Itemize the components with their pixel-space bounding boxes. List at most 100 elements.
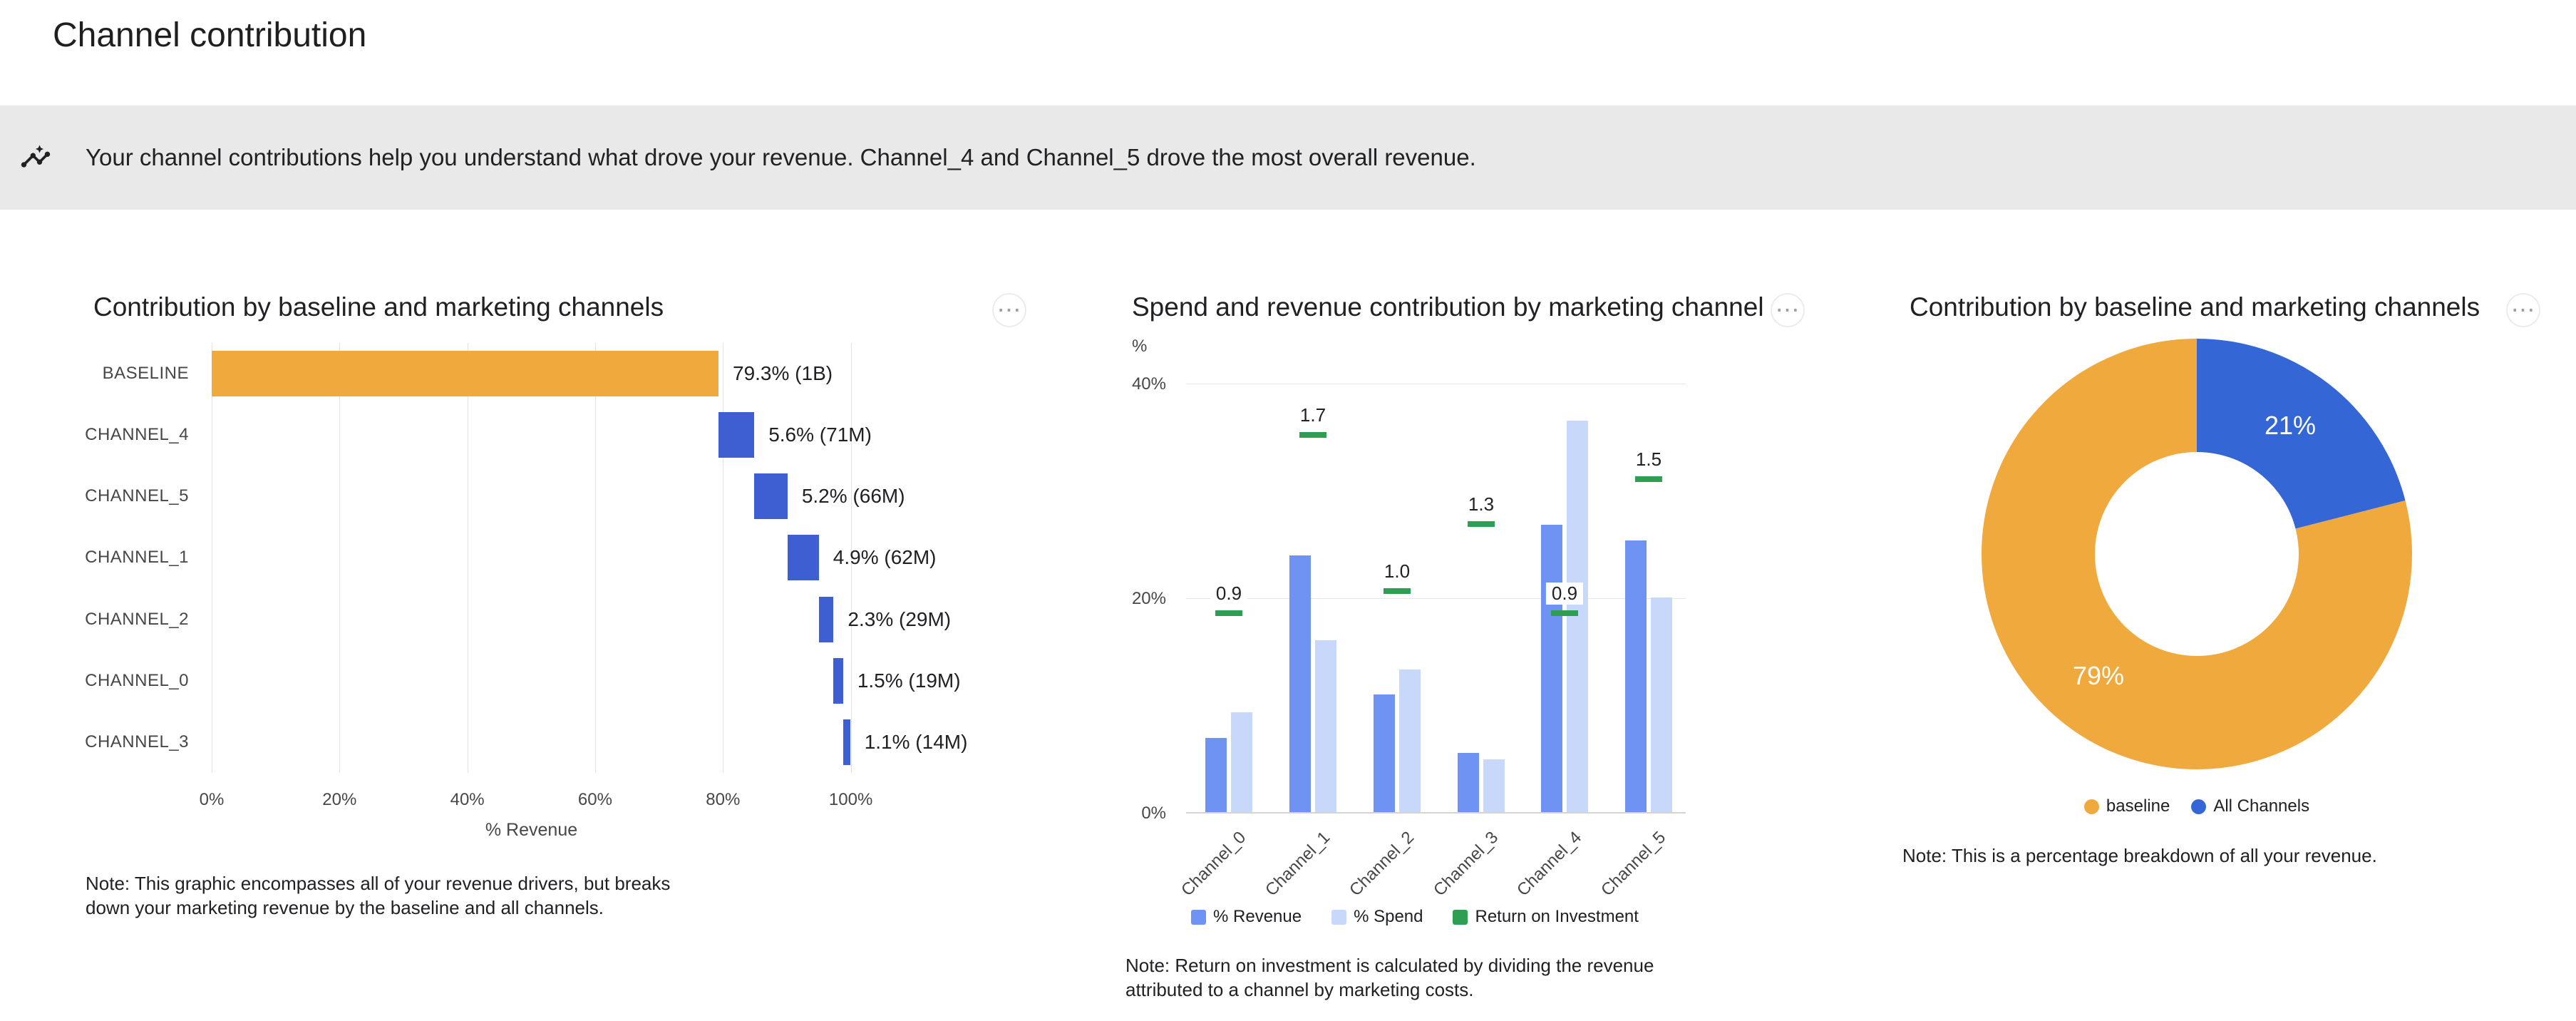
spend-revenue-chart-title: Spend and revenue contribution by market… [1132,292,1764,322]
waterfall-gridline [594,343,596,773]
waterfall-bar-value: 5.2% (66M) [801,485,905,508]
spend-revenue-y-ticks: 0% 20% 40% [1069,374,1176,823]
legend-label: baseline [2106,796,2170,816]
waterfall-bar-channel_4[interactable] [718,412,755,458]
waterfall-plot: 79.3% (1B) 5.6% (71M) 5.2% (66M) 4.9% (62M)… [212,343,967,773]
waterfall-bar-value: 1.5% (19M) [857,669,961,692]
legend-item-spend: % Spend [1331,907,1423,927]
legend-item-revenue: % Revenue [1191,907,1302,927]
spend-revenue-x-axis-line [1186,812,1686,814]
waterfall-row-label: CHANNEL_4 [85,425,189,445]
roi-value-label: 1.3 [1462,493,1500,515]
waterfall-x-tick: 100% [828,790,873,809]
insights-icon [20,141,51,173]
spend-bar-channel_1[interactable] [1315,640,1336,812]
waterfall-x-ticks: 0% 20% 40% 60% 80% 100% [200,790,873,813]
roi-value-label: 1.0 [1378,560,1416,583]
spend-revenue-x-labels: Channel_0 Channel_1 Channel_2 Channel_3 Chan… [1178,814,1686,920]
roi-marker-channel_1[interactable] [1299,431,1326,438]
revenue-bar-channel_2[interactable] [1374,694,1395,812]
waterfall-row-label: CHANNEL_3 [85,732,189,751]
roi-marker-channel_2[interactable] [1384,588,1411,594]
waterfall-row-label: BASELINE [102,364,189,383]
waterfall-bar-value: 1.1% (14M) [864,730,968,753]
revenue-bar-channel_4[interactable] [1541,524,1562,812]
waterfall-note: Note: This graphic encompasses all of yo… [86,873,671,918]
waterfall-x-tick: 80% [706,790,741,809]
roi-marker-channel_3[interactable] [1468,520,1495,527]
spend-revenue-x-tick: Channel_0 [1177,828,1250,901]
waterfall-chart-title: Contribution by baseline and marketing c… [93,292,664,322]
legend-label: Return on Investment [1475,907,1639,926]
waterfall-row-label: CHANNEL_0 [85,670,189,690]
donut-legend-item-all-channels: All Channels [2191,796,2309,816]
spend-revenue-x-tick: Channel_4 [1513,828,1586,901]
legend-label: All Channels [2213,796,2310,816]
spend-bar-channel_5[interactable] [1651,597,1672,812]
roi-marker-channel_5[interactable] [1635,476,1662,483]
spend-revenue-y-tick: 0% [1141,804,1166,823]
waterfall-row-label: CHANNEL_5 [85,486,189,506]
spend-bar-channel_4[interactable] [1567,420,1588,812]
revenue-bar-channel_1[interactable] [1289,555,1311,812]
spend-revenue-x-tick: Channel_5 [1597,828,1670,901]
spend-revenue-x-tick: Channel_3 [1429,828,1503,901]
spend-revenue-note: Note: Return on investment is calculated… [1125,955,1654,1000]
waterfall-bar-channel_0[interactable] [833,657,843,704]
donut-percent-label-all-channels: 21% [2264,411,2317,440]
legend-label: % Revenue [1213,907,1302,926]
waterfall-bar-channel_2[interactable] [818,596,834,642]
revenue-bar-channel_0[interactable] [1205,738,1227,812]
spend-revenue-gridline [1186,598,1686,600]
donut-note: Note: This is a percentage breakdown of … [1902,845,2377,866]
donut-chart [1982,339,2412,769]
waterfall-bar-value: 2.3% (29M) [847,607,952,630]
roi-marker-channel_4[interactable] [1551,610,1578,616]
waterfall-bar-value: 4.9% (62M) [833,546,937,569]
insight-banner-text: Your channel contributions help you unde… [86,144,1476,170]
donut-slice-baseline[interactable] [1982,339,2412,769]
donut-legend: baseline All Channels [1982,796,2412,816]
roi-value-label: 1.5 [1629,448,1668,471]
waterfall-x-tick: 60% [577,790,612,809]
more-options-icon: ⋯ [1775,297,1800,324]
roi-value-label: 1.7 [1294,404,1332,426]
revenue-bar-channel_3[interactable] [1458,753,1479,812]
waterfall-row-labels: BASELINE CHANNEL_4 CHANNEL_5 CHANNEL_1 CHANN… [25,343,189,773]
legend-dot-icon [2083,799,2099,814]
revenue-bar-channel_5[interactable] [1625,540,1647,812]
waterfall-bar-baseline[interactable] [212,351,718,396]
roi-value-label: 0.9 [1210,582,1248,605]
roi-marker-channel_0[interactable] [1215,610,1242,616]
waterfall-bar-channel_1[interactable] [787,535,819,581]
waterfall-gridline [339,343,341,773]
spend-revenue-x-tick: Channel_1 [1261,828,1334,901]
spend-revenue-more-options-button[interactable]: ⋯ [1771,293,1805,327]
waterfall-bar-channel_5[interactable] [754,473,788,520]
spend-bar-channel_0[interactable] [1231,712,1252,812]
waterfall-bar-value: 79.3% (1B) [733,362,833,384]
waterfall-x-tick: 40% [450,790,485,809]
legend-swatch-icon [1191,909,1206,925]
spend-revenue-y-axis-title: % [1132,337,1148,356]
waterfall-more-options-button[interactable]: ⋯ [992,293,1026,327]
insight-banner: Your channel contributions help you unde… [0,106,2576,210]
legend-swatch-icon [1453,909,1468,925]
spend-bar-channel_2[interactable] [1399,669,1421,812]
more-options-icon: ⋯ [996,297,1022,324]
waterfall-gridline [850,343,852,773]
waterfall-bar-channel_3[interactable] [843,719,850,765]
donut-legend-item-baseline: baseline [2083,796,2170,816]
waterfall-x-tick: 0% [199,790,225,809]
spend-revenue-x-tick: Channel_2 [1345,828,1418,901]
spend-bar-channel_3[interactable] [1483,759,1505,812]
waterfall-row-label: CHANNEL_2 [85,609,189,629]
donut-chart-title: Contribution by baseline and marketing c… [1910,292,2480,322]
legend-swatch-icon [1331,909,1347,925]
spend-revenue-y-tick: 20% [1131,589,1166,609]
legend-dot-icon [2191,799,2207,814]
waterfall-x-tick: 20% [322,790,357,809]
waterfall-row-label: CHANNEL_1 [85,548,189,568]
donut-more-options-button[interactable]: ⋯ [2506,293,2540,327]
